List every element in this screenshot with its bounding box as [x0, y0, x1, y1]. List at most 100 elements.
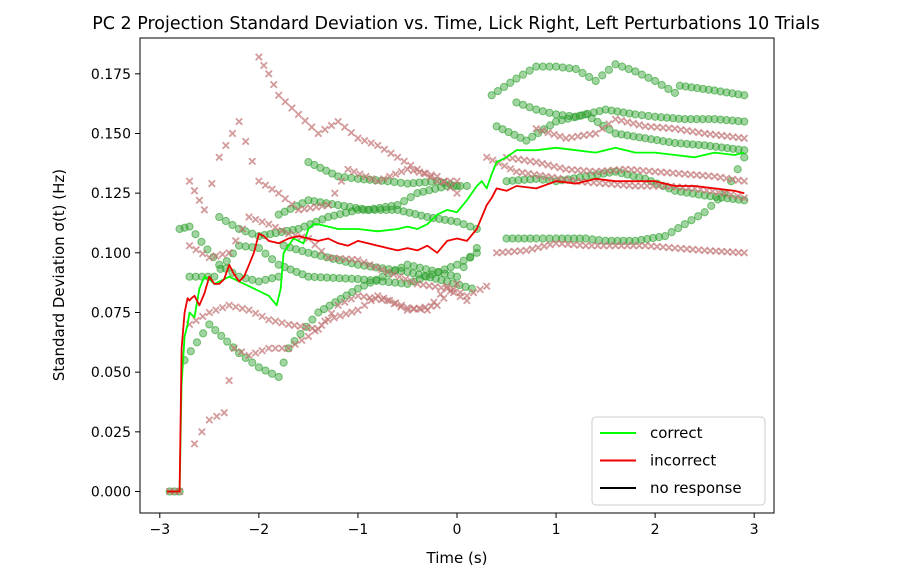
- incorrect-trial-point: [657, 168, 665, 176]
- incorrect-trial-point: [568, 133, 576, 142]
- incorrect-trial-point: [190, 439, 199, 448]
- correct-trial-point: [518, 70, 528, 79]
- correct-trial-point: [399, 207, 408, 216]
- correct-trial-point: [298, 246, 307, 256]
- incorrect-trial-point: [476, 285, 484, 294]
- incorrect-trial-point: [393, 153, 402, 162]
- correct-trial-point: [441, 215, 450, 224]
- incorrect-trial-point: [562, 134, 570, 143]
- correct-trial-point: [384, 277, 393, 287]
- correct-trial-point: [363, 205, 372, 214]
- correct-trial-point: [421, 178, 430, 187]
- incorrect-trial-point: [456, 292, 465, 301]
- correct-trial-point: [514, 176, 523, 185]
- incorrect-trial-point: [198, 249, 207, 258]
- incorrect-trial-point: [548, 173, 556, 182]
- incorrect-trial-point: [530, 170, 539, 179]
- correct-trial-point: [381, 202, 390, 212]
- incorrect-trial-point: [564, 240, 572, 249]
- correct-trial-point: [347, 274, 356, 283]
- correct-trial-point: [205, 320, 214, 329]
- y-tick-label: 0.000: [91, 485, 131, 501]
- incorrect-trial-point: [271, 317, 280, 326]
- correct-trial-point: [670, 138, 680, 148]
- y-tick-label: 0.150: [91, 126, 131, 142]
- x-tick-label: 2: [651, 522, 660, 538]
- incorrect-trial-point: [397, 303, 405, 311]
- incorrect-trial-point: [504, 248, 513, 256]
- incorrect-trial-point: [740, 177, 749, 186]
- incorrect-trial-point: [251, 349, 260, 357]
- correct-trial-point: [588, 235, 597, 244]
- incorrect-trial-point: [425, 281, 434, 290]
- correct-trial-point: [722, 116, 731, 125]
- correct-trial-point: [345, 202, 355, 212]
- incorrect-trial-point: [570, 240, 578, 249]
- incorrect-trial-point: [540, 242, 549, 250]
- incorrect-trial-point: [251, 215, 260, 224]
- correct-trial-point: [459, 256, 468, 265]
- incorrect-trial-point: [290, 321, 299, 330]
- incorrect-trial-point: [609, 166, 618, 175]
- correct-trial-point: [558, 63, 567, 72]
- incorrect-trial-point: [356, 170, 364, 178]
- incorrect-trial-point: [231, 237, 240, 245]
- incorrect-trial-point: [306, 204, 315, 212]
- incorrect-trial-point: [605, 120, 613, 128]
- correct-trial-point: [223, 337, 232, 346]
- correct-trial-point: [369, 204, 378, 214]
- legend-label: correct: [650, 424, 703, 442]
- incorrect-trial-point: [207, 179, 216, 188]
- incorrect-trial-point: [264, 69, 273, 78]
- correct-trial-point: [710, 115, 719, 124]
- incorrect-trial-point: [665, 124, 673, 133]
- incorrect-trial-point: [258, 312, 267, 321]
- y-axis-ticks: 0.000 0.025 0.050 0.075 0.100 0.125 0.150 0.175: [91, 67, 140, 501]
- correct-trial-point: [617, 130, 626, 139]
- incorrect-trial-point: [222, 141, 230, 150]
- incorrect-trial-point: [200, 206, 209, 214]
- incorrect-trial-point: [185, 241, 194, 250]
- incorrect-trial-point: [230, 344, 238, 353]
- correct-trial-point: [216, 264, 225, 274]
- incorrect-trial-point: [704, 172, 713, 180]
- correct-trial-point: [254, 277, 263, 286]
- incorrect-trial-point: [734, 176, 743, 185]
- incorrect-trial-point: [307, 123, 316, 131]
- correct-trial-point: [641, 134, 650, 143]
- incorrect-trial-point: [546, 240, 554, 249]
- x-tick-label: −1: [348, 522, 369, 538]
- incorrect-trial-point: [274, 91, 283, 100]
- correct-trial-point: [304, 272, 313, 281]
- correct-trial-point: [514, 234, 523, 243]
- incorrect-trial-point: [296, 322, 305, 331]
- incorrect-trial-point: [522, 246, 531, 255]
- incorrect-trial-point: [647, 242, 655, 250]
- incorrect-trial-point: [692, 171, 701, 179]
- correct-trial-point: [435, 214, 444, 224]
- mean-lines: [166, 146, 745, 493]
- incorrect-trial-point: [443, 282, 451, 291]
- correct-trial-point: [653, 136, 662, 145]
- incorrect-trial-point: [671, 244, 679, 252]
- correct-trial-point: [446, 271, 455, 280]
- correct-trial-point: [310, 272, 319, 282]
- incorrect-trial-point: [686, 170, 695, 179]
- correct-trial-point: [551, 62, 561, 71]
- correct-trial-point: [405, 208, 414, 217]
- y-tick-label: 0.050: [91, 365, 131, 381]
- correct-trial-point: [658, 137, 668, 146]
- correct-trial-point: [619, 108, 628, 117]
- correct-trial-point: [528, 132, 537, 141]
- incorrect-trial-point: [528, 245, 537, 253]
- correct-trial-point: [267, 274, 277, 283]
- trial-markers: [165, 53, 749, 496]
- correct-trial-point: [607, 106, 616, 115]
- incorrect-trial-point: [643, 182, 652, 190]
- correct-trial-point: [581, 234, 590, 243]
- y-tick-label: 0.075: [91, 305, 131, 321]
- incorrect-trial-point: [710, 172, 719, 181]
- incorrect-trial-point: [633, 166, 642, 175]
- incorrect-trial-point: [278, 319, 286, 327]
